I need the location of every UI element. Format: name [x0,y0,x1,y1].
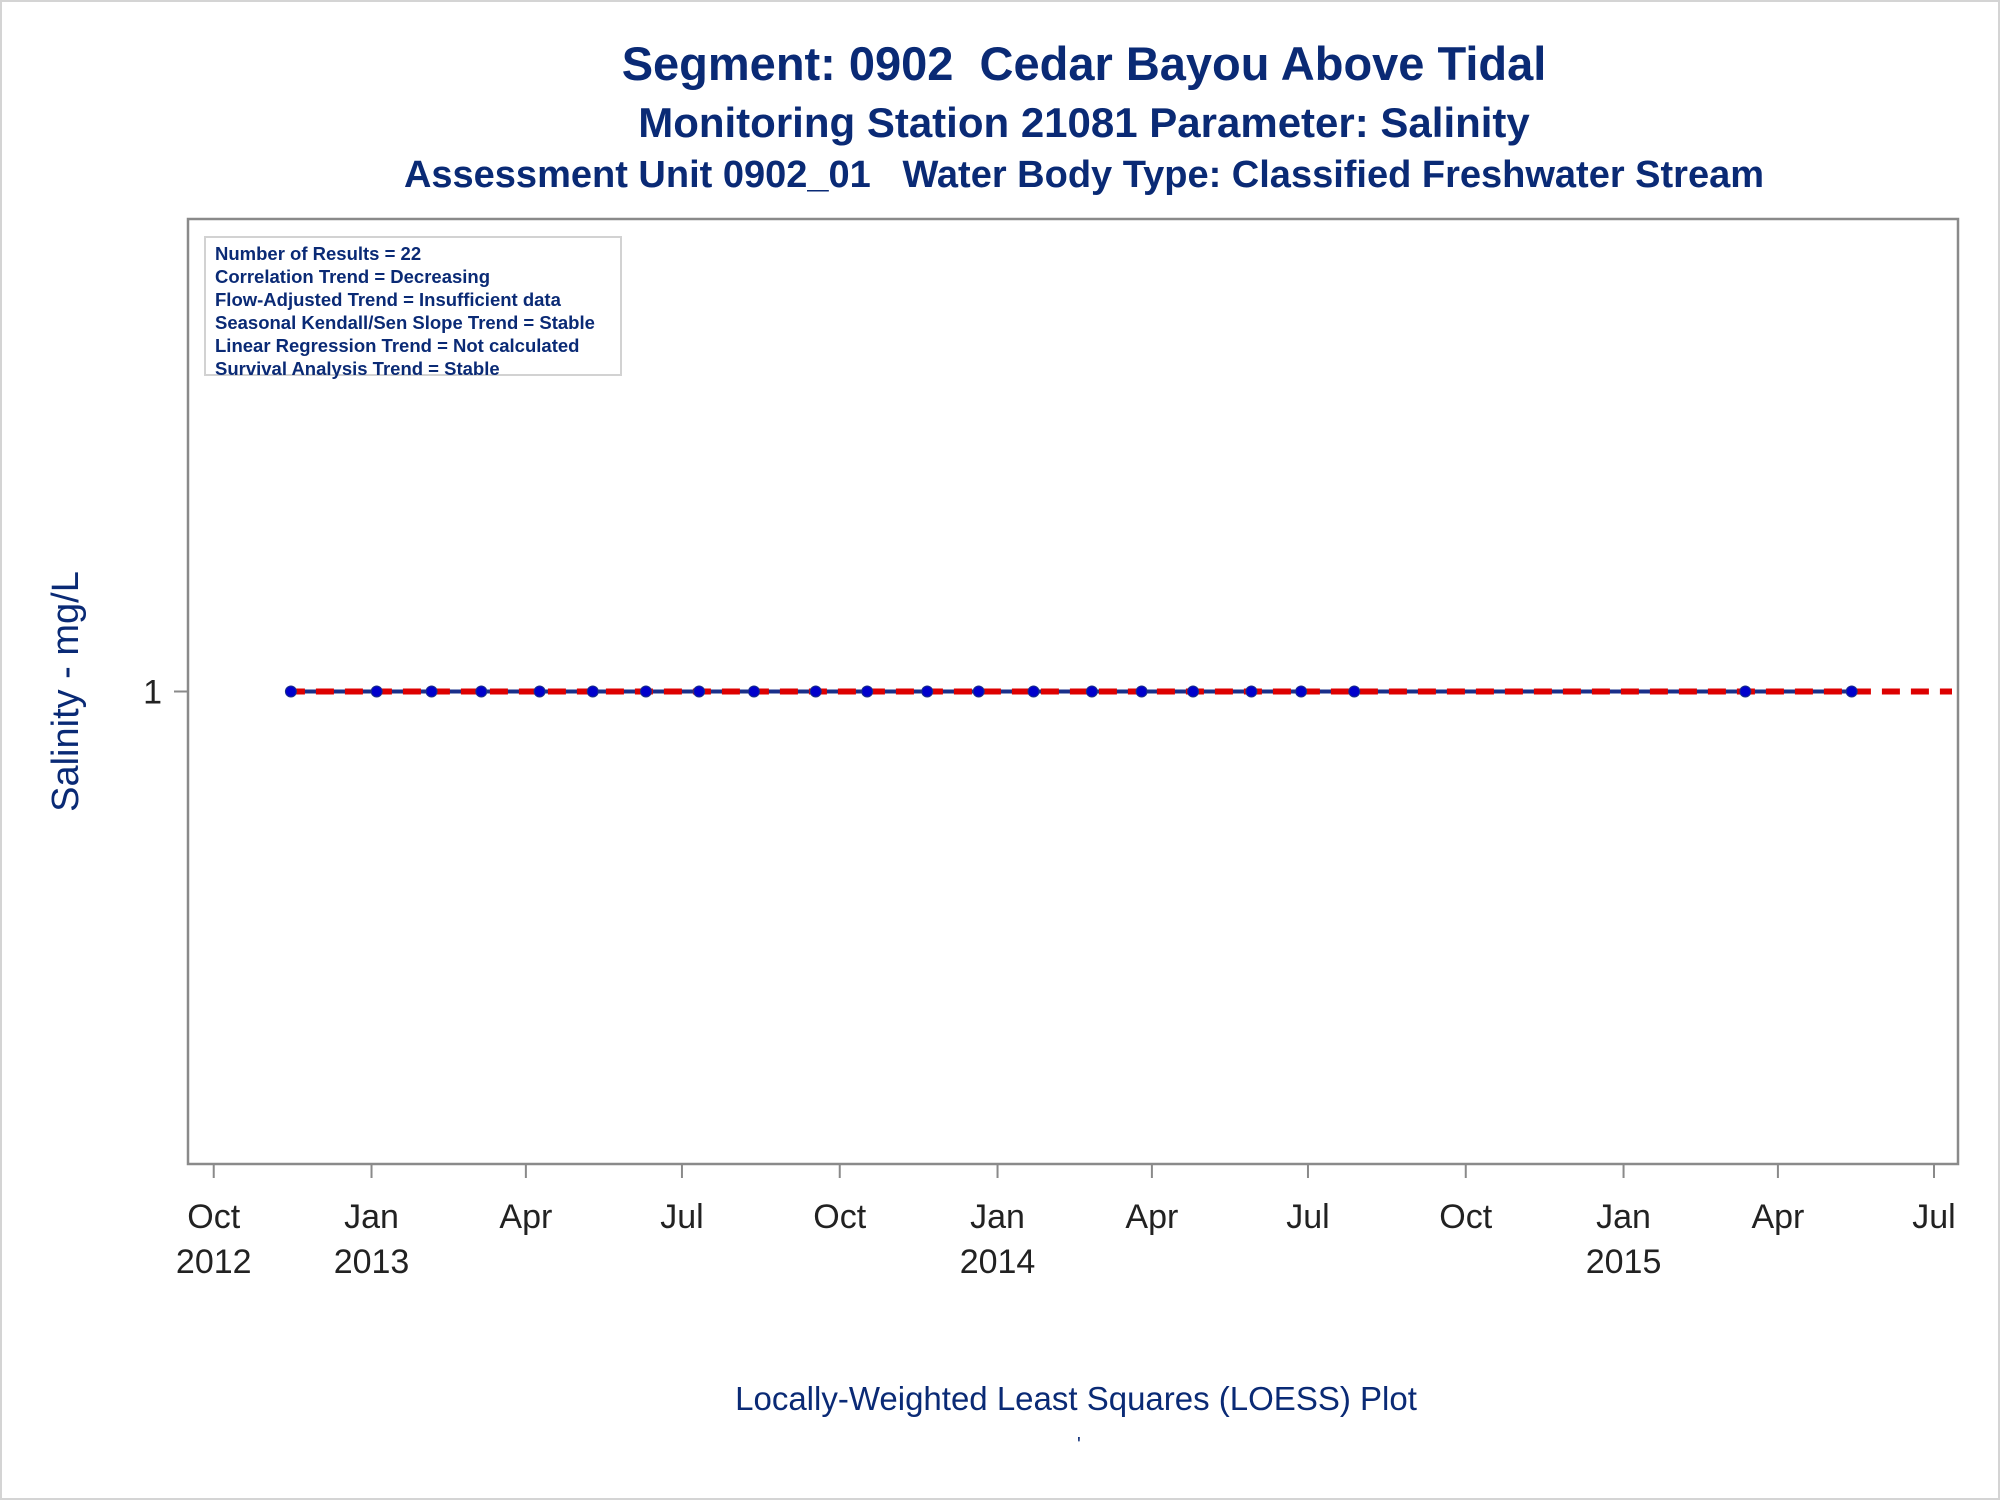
x-tick-label: Oct [813,1198,866,1236]
data-point [533,685,546,698]
stats-box: Number of Results = 22 Correlation Trend… [204,236,622,379]
data-point [1187,685,1200,698]
data-point [1245,685,1258,698]
data-point [1845,685,1858,698]
stats-line: Number of Results = 22 [215,243,422,264]
stats-line: Flow-Adjusted Trend = Insufficient data [215,289,561,310]
x-tick-year-label: 2012 [176,1243,252,1281]
data-point [370,685,383,698]
x-tick-year-label: 2015 [1586,1243,1662,1281]
chart-subtitle: Monitoring Station 21081 Parameter: Sali… [638,99,1530,146]
x-tick-label: Oct [1439,1198,1492,1236]
data-point [475,685,488,698]
x-tick-year-label: 2013 [334,1243,410,1281]
chart-title: Segment: 0902 Cedar Bayou Above Tidal [621,37,1547,90]
x-tick-label: Jan [1596,1198,1651,1236]
data-point [861,685,874,698]
data-point [809,685,822,698]
data-point [1135,685,1148,698]
x-tick-label: Apr [1125,1198,1178,1236]
footnote: Locally-Weighted Least Squares (LOESS) P… [735,1380,1417,1417]
x-tick-label: Oct [187,1198,240,1236]
stats-line: Survival Analysis Trend = Stable [215,358,500,379]
x-tick-label: Apr [1751,1198,1804,1236]
chart-subtitle-2: Assessment Unit 0902_01 Water Body Type:… [403,154,1765,196]
data-point [972,685,985,698]
x-tick-label: Jan [344,1198,399,1236]
y-axis-label: Salinity - mg/L [45,571,87,812]
x-tick-label: Apr [499,1198,552,1236]
data-point [693,685,706,698]
stats-line: Seasonal Kendall/Sen Slope Trend = Stabl… [215,312,595,333]
data-point [1739,685,1752,698]
data-point [1348,685,1361,698]
x-tick-label: Jan [970,1198,1025,1236]
data-point [425,685,438,698]
footnote-mark: ' [1077,1434,1081,1456]
x-tick-label: Jul [1286,1198,1329,1236]
stats-line: Correlation Trend = Decreasing [215,266,491,287]
data-point [1085,685,1098,698]
x-tick-label: Jul [660,1198,703,1236]
x-tick-label: Jul [1912,1198,1955,1236]
stats-line: Linear Regression Trend = Not calculated [215,335,580,356]
data-point [284,685,297,698]
data-point [586,685,599,698]
y-tick-label: 1 [143,674,162,712]
data-point [1295,685,1308,698]
x-tick-year-label: 2014 [960,1243,1036,1281]
data-point [921,685,934,698]
data-point [747,685,760,698]
data-point [639,685,652,698]
data-point [1027,685,1040,698]
